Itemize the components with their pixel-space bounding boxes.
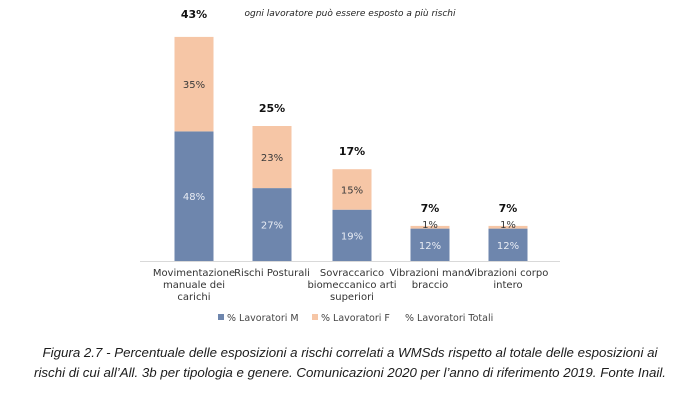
category-tick-label: biomeccanico arti <box>307 280 396 291</box>
category-tick-label: superiori <box>330 292 374 303</box>
data-label-f: 1% <box>500 220 516 231</box>
category-tick-label: braccio <box>412 280 448 291</box>
bar-segment-m <box>332 209 372 261</box>
data-label-total: 25% <box>259 102 285 115</box>
legend: % Lavoratori M % Lavoratori F % Lavoratori… <box>218 313 493 324</box>
data-label-f: 23% <box>261 153 283 164</box>
category-tick-label: carichi <box>177 292 210 303</box>
legend-swatch-f <box>312 314 318 320</box>
legend-label: % Lavoratori M <box>227 313 299 324</box>
data-label-total: 7% <box>421 202 440 215</box>
bars-group: 48% 35% 43% 27% 23% 25% 19% 15% 17% 12% 1% 7% 12% 1% 7… <box>174 8 528 261</box>
category-tick-label: Movimentazione <box>153 268 235 279</box>
figure-caption-line-2: rischi di cui all’All. 3b per tipologia … <box>34 365 666 380</box>
bar-segment-m <box>252 188 292 261</box>
category-tick-label: Rischi Posturali <box>234 268 310 279</box>
legend-label: % Lavoratori Totali <box>405 313 493 324</box>
data-label-f: 35% <box>183 80 205 91</box>
bar-segment-f <box>174 36 214 132</box>
data-label-m: 12% <box>497 241 519 252</box>
chart-subtitle: ogni lavoratore può essere esposto a più… <box>244 8 456 19</box>
data-label-m: 12% <box>419 241 441 252</box>
bar-segment-f <box>252 126 292 189</box>
data-label-m: 27% <box>261 221 283 232</box>
figure-caption-line-1: Figura 2.7 - Percentuale delle esposizio… <box>42 345 658 360</box>
category-tick-label: intero <box>493 280 522 291</box>
bar-segment-f <box>488 225 528 229</box>
chart: ogni lavoratore può essere esposto a più… <box>140 8 560 324</box>
bar-segment-f <box>410 225 450 229</box>
category-tick-label: Vibrazioni corpo <box>468 268 549 279</box>
data-label-m: 48% <box>183 192 205 203</box>
data-label-f: 15% <box>341 185 363 196</box>
bar-segment-m <box>488 228 528 261</box>
bar-segment-m <box>410 228 450 261</box>
data-label-total: 43% <box>181 8 207 21</box>
data-label-m: 19% <box>341 231 363 242</box>
data-label-total: 17% <box>339 145 365 158</box>
legend-swatch-m <box>218 314 224 320</box>
bar-segment-f <box>332 169 372 210</box>
data-label-f: 1% <box>422 220 438 231</box>
bar-segment-m <box>174 131 214 261</box>
category-tick-label: Vibrazioni mano <box>390 268 471 279</box>
category-tick-label: manuale dei <box>163 280 225 291</box>
category-tick-label: Sovraccarico <box>320 268 384 279</box>
data-label-total: 7% <box>499 202 518 215</box>
legend-label: % Lavoratori F <box>321 313 390 324</box>
